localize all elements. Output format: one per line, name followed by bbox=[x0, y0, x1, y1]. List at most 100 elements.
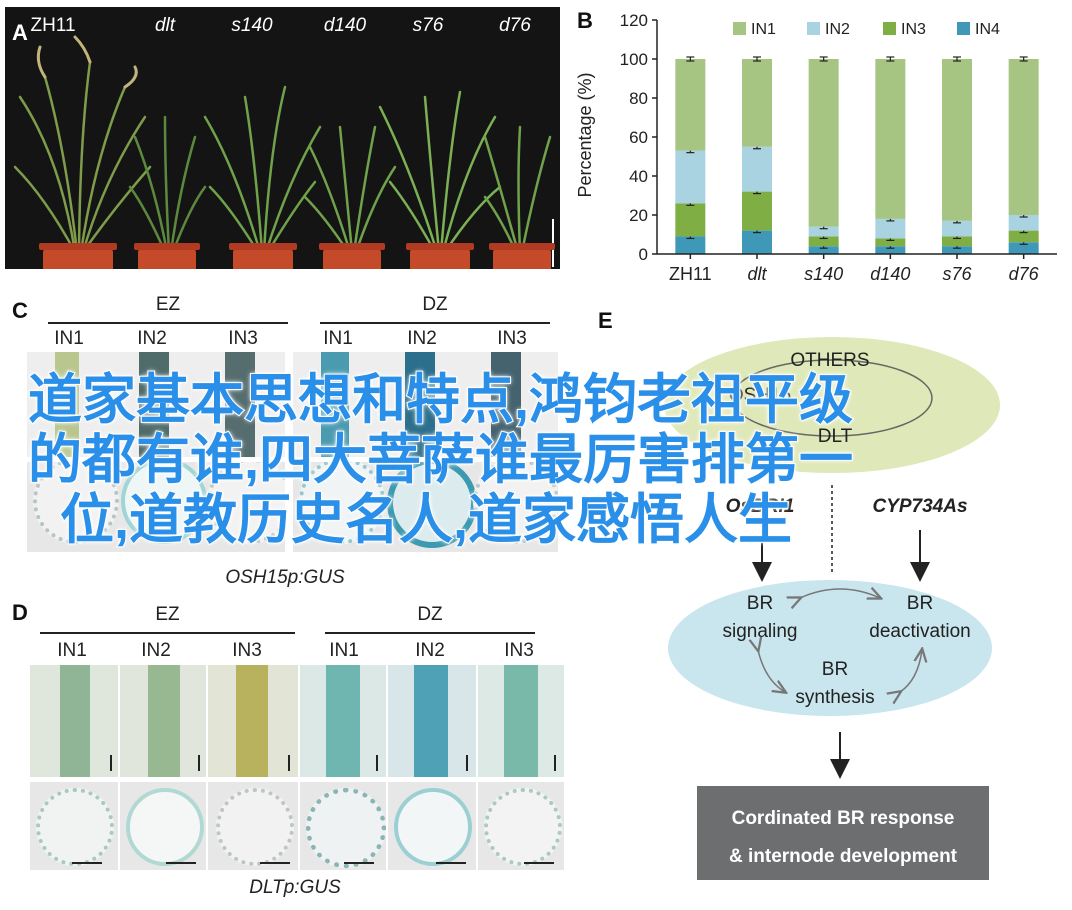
caption-osh15p-gus: OSH15p:GUS bbox=[225, 567, 345, 588]
overlay-line-1: 道家基本思想和特点,鸿钧老祖平级 bbox=[27, 369, 854, 431]
br-signaling-label: BR signaling bbox=[722, 593, 798, 642]
legend-swatch-in3 bbox=[883, 22, 896, 35]
stem-image bbox=[388, 665, 476, 777]
y-tick-label: 20 bbox=[629, 206, 648, 225]
bar-segment-in2 bbox=[742, 146, 772, 192]
bar-segment-in1 bbox=[808, 59, 839, 227]
group-line bbox=[48, 322, 288, 324]
cross-section bbox=[478, 782, 564, 870]
stem-image bbox=[30, 665, 118, 777]
stem-image-dz bbox=[293, 352, 558, 457]
group-title-ez: EZ bbox=[155, 294, 181, 315]
br-deactivation-label: BR deactivation bbox=[869, 593, 971, 642]
bar-segment-in2 bbox=[675, 150, 706, 204]
bar-segment-in2 bbox=[808, 226, 839, 237]
legend-swatch-in2 bbox=[807, 22, 820, 35]
pot bbox=[39, 243, 117, 269]
stem-image bbox=[478, 665, 564, 777]
bar-segment-in1 bbox=[942, 59, 972, 221]
cross-section bbox=[300, 782, 386, 870]
y-tick-label: 120 bbox=[620, 11, 648, 30]
x-tick-label: s76 bbox=[942, 264, 972, 284]
plant-label-s140: s140 bbox=[231, 15, 273, 36]
bar-segment-in3 bbox=[942, 236, 972, 247]
x-tick-label: dlt bbox=[747, 264, 767, 284]
sub-title-in2: IN2 bbox=[141, 640, 171, 661]
sub-title-in1: IN1 bbox=[57, 640, 87, 661]
bar-segment-in1 bbox=[675, 59, 706, 151]
bar-segment-in3 bbox=[1008, 230, 1039, 243]
legend-label-in4: IN4 bbox=[975, 21, 1000, 38]
legend-swatch-in1 bbox=[733, 22, 746, 35]
dlt-label: DLT bbox=[817, 426, 853, 447]
bar-segment-in4 bbox=[1008, 242, 1039, 254]
cross-section bbox=[30, 782, 118, 870]
panel-letter-c: C bbox=[12, 298, 28, 323]
plant-label-zh11: ZH11 bbox=[30, 15, 76, 36]
cross-section-dz bbox=[293, 462, 558, 552]
stacked-bar-chart: 0 20 40 60 80 100 120 ZH11 dlt s140 d140 s76 d76 IN1… bbox=[575, 11, 1057, 284]
bar-segment-in1 bbox=[742, 59, 772, 147]
cyp734as-label: CYP734As bbox=[872, 496, 968, 517]
cross-section bbox=[120, 782, 206, 870]
stem-image-ez bbox=[27, 352, 285, 457]
plant-label-s76: s76 bbox=[412, 15, 444, 36]
group-line bbox=[40, 632, 295, 634]
plant-label-dlt: dlt bbox=[154, 15, 176, 36]
sub-title-in1: IN1 bbox=[329, 640, 359, 661]
pot bbox=[319, 243, 385, 269]
panel-letter-e: E bbox=[598, 308, 613, 333]
bar-segment-in3 bbox=[875, 238, 906, 247]
regulator-ellipse bbox=[664, 337, 1000, 473]
y-tick-label: 40 bbox=[629, 167, 648, 186]
sub-title-in3: IN3 bbox=[232, 640, 262, 661]
bar-segment-in2 bbox=[942, 220, 972, 237]
y-tick-label: 100 bbox=[620, 50, 648, 69]
bar-segment-in3 bbox=[808, 236, 839, 247]
rice-plants-illustration bbox=[13, 35, 554, 267]
sub-title-in3: IN3 bbox=[497, 328, 527, 349]
overlay-line-2: 的都有谁,四大菩萨谁最厉害排第一 bbox=[27, 429, 854, 491]
bar-segment-in2 bbox=[1008, 215, 1039, 231]
plant-label-d140: d140 bbox=[323, 15, 367, 36]
group-line bbox=[320, 322, 550, 324]
legend-label-in1: IN1 bbox=[751, 21, 776, 38]
sub-title-in2: IN2 bbox=[415, 640, 445, 661]
legend-label-in3: IN3 bbox=[901, 21, 926, 38]
group-title-dz: DZ bbox=[417, 604, 443, 625]
overlay-line-3: 位,道教历史名人,道家感悟人生 bbox=[59, 489, 793, 551]
sub-title-in1: IN1 bbox=[323, 328, 353, 349]
cross-section-ez bbox=[27, 462, 285, 552]
legend-label-in2: IN2 bbox=[825, 21, 850, 38]
x-tick-label: ZH11 bbox=[669, 264, 712, 284]
group-title-ez: EZ bbox=[155, 604, 180, 625]
pot bbox=[229, 243, 297, 269]
sub-title-in3: IN3 bbox=[228, 328, 258, 349]
cross-section bbox=[388, 782, 476, 870]
response-text: Cordinated BR response & internode develo… bbox=[728, 808, 958, 867]
overlay-watermark-text: 道家基本思想和特点,鸿钧老祖平级 的都有谁,四大菩萨谁最厉害排第一 位,道教历史… bbox=[27, 369, 1028, 551]
pathway-diagram bbox=[664, 337, 1000, 880]
y-axis-label: Percentage (%) bbox=[575, 72, 595, 197]
bar-segment-in4 bbox=[675, 236, 706, 254]
bar-segment-in4 bbox=[942, 246, 972, 254]
bar-segment-in3 bbox=[675, 203, 706, 237]
pot bbox=[134, 243, 200, 269]
x-tick-label: s140 bbox=[804, 264, 843, 284]
panel-letter-b: B bbox=[577, 8, 593, 33]
x-tick-label: d76 bbox=[1009, 264, 1040, 284]
bar-segment-in4 bbox=[808, 246, 839, 254]
stem-image bbox=[300, 665, 386, 777]
panel-letter-d: D bbox=[12, 600, 28, 625]
pot bbox=[489, 243, 555, 269]
br-synthesis-label: BR synthesis bbox=[795, 659, 875, 708]
caption-dltp-gus: DLTp:GUS bbox=[249, 877, 341, 898]
sub-title-in1: IN1 bbox=[54, 328, 84, 349]
bar-segment-in1 bbox=[875, 59, 906, 219]
y-tick-label: 80 bbox=[629, 89, 648, 108]
legend-swatch-in4 bbox=[957, 22, 970, 35]
pot bbox=[406, 243, 474, 269]
bar-segment-in4 bbox=[742, 230, 772, 254]
stem-image bbox=[120, 665, 206, 777]
cross-section bbox=[208, 782, 298, 870]
